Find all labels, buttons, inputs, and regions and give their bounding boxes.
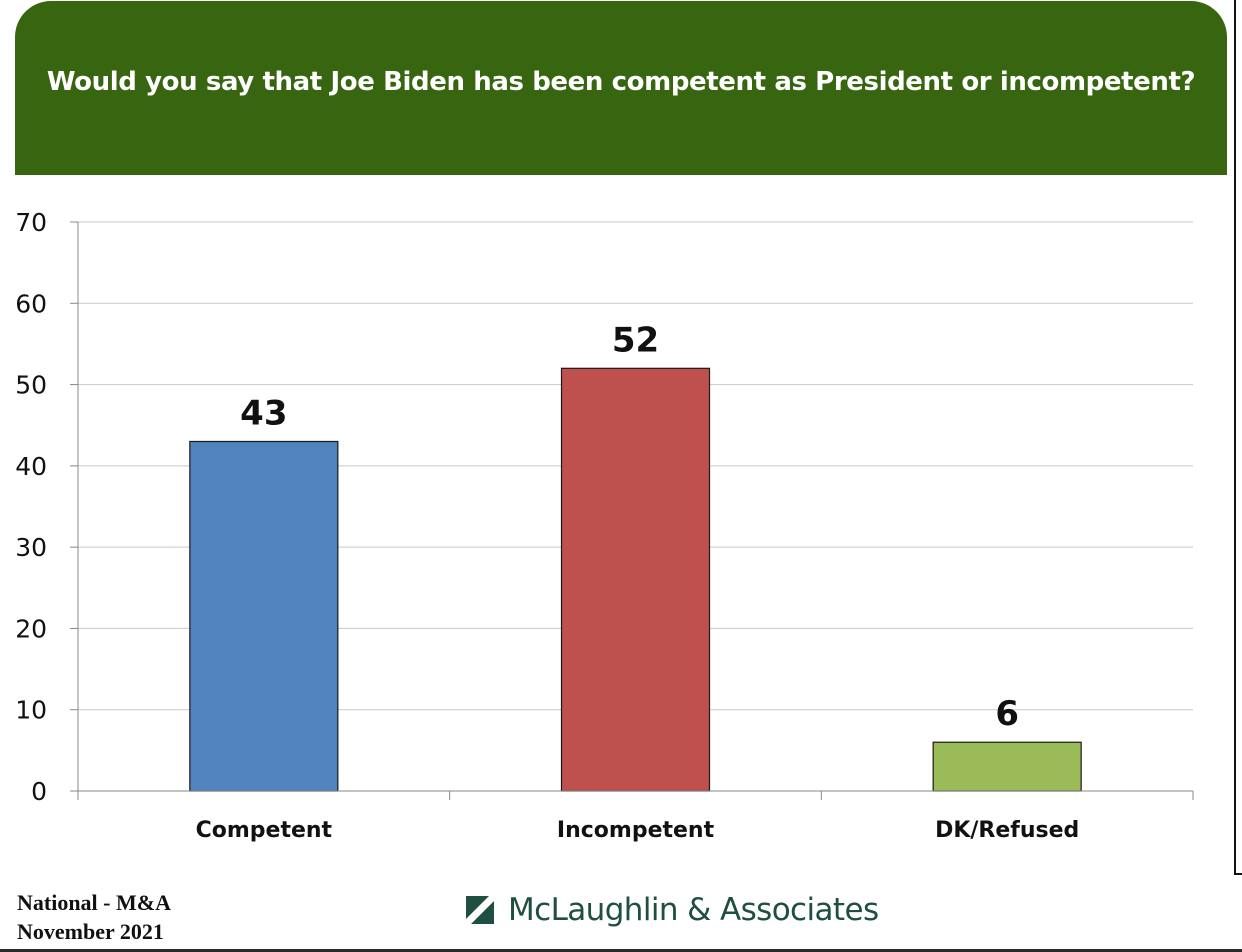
y-tick-label: 10	[15, 696, 47, 725]
y-tick-label: 30	[15, 533, 47, 562]
chart-title: Would you say that Joe Biden has been co…	[46, 67, 1196, 97]
chart-title-banner: Would you say that Joe Biden has been co…	[15, 1, 1227, 175]
source-note: National - M&A November 2021	[17, 888, 171, 946]
value-label: 43	[240, 393, 287, 433]
x-axis-tick-labels: Competent Incompetent DK/Refused	[196, 818, 1080, 843]
y-tick-label: 70	[15, 208, 47, 237]
bars	[189, 367, 1082, 792]
y-tick-label: 20	[15, 614, 47, 643]
bar-chart: 0 10 20 30 40 50 60 70 43 52 6 Competent Incompete…	[15, 208, 1194, 843]
source-line-2: November 2021	[17, 919, 164, 944]
bar-competent	[189, 440, 339, 792]
y-tick-label: 40	[15, 452, 47, 481]
y-tick-label: 60	[15, 289, 47, 318]
value-label: 6	[995, 694, 1019, 734]
bottom-divider	[0, 949, 1242, 952]
axes	[77, 222, 1194, 800]
value-label: 52	[612, 320, 659, 360]
bar-incompetent	[560, 367, 711, 792]
bar-dk-refused	[932, 741, 1082, 792]
value-labels: 43 52 6	[240, 320, 1019, 734]
category-label: Incompetent	[557, 818, 715, 843]
logo-mark-icon	[466, 896, 494, 924]
category-label: DK/Refused	[935, 818, 1079, 843]
brand-name: McLaughlin & Associates	[508, 892, 879, 928]
category-label: Competent	[196, 818, 333, 843]
brand-logo: McLaughlin & Associates	[466, 892, 879, 928]
y-axis-tick-labels: 0 10 20 30 40 50 60 70	[15, 208, 47, 806]
cropped-side-table	[1234, 0, 1242, 875]
y-tick-label: 50	[15, 371, 47, 400]
source-line-1: National - M&A	[17, 890, 171, 915]
y-tick-label: 0	[31, 777, 47, 806]
